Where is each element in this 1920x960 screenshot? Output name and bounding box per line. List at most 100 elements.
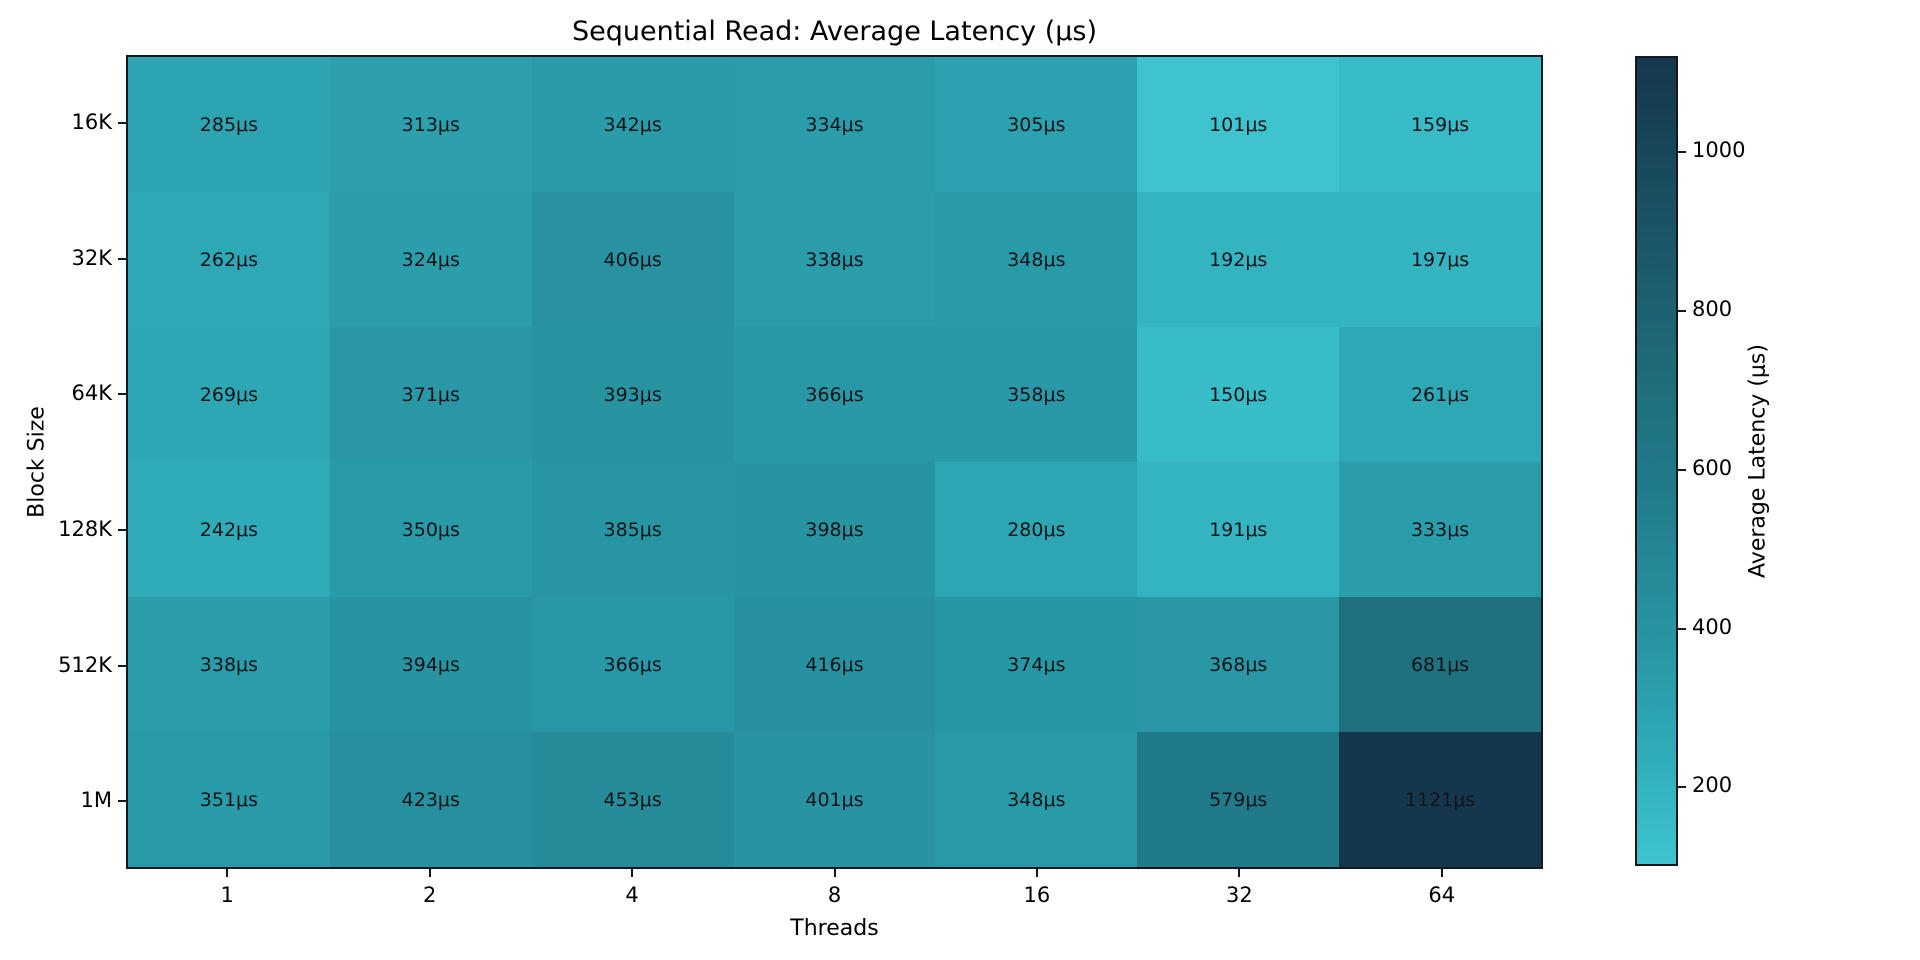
colorbar-tick-label: 200 (1692, 773, 1733, 798)
cell-value-label: 348μs (1007, 788, 1066, 811)
heatmap-cell: 374μs (935, 597, 1138, 732)
colorbar-tick-mark (1678, 468, 1686, 471)
cell-value-label: 150μs (1209, 383, 1268, 406)
heatmap-cell: 398μs (733, 462, 936, 597)
heatmap-cell: 394μs (329, 597, 532, 732)
cell-value-label: 197μs (1410, 248, 1470, 271)
cell-value-label: 385μs (603, 518, 662, 541)
heatmap-cell: 406μs (531, 192, 734, 327)
cell-value-label: 394μs (401, 653, 460, 676)
heatmap-cell: 681μs (1339, 597, 1541, 732)
x-tick-label: 2 (422, 883, 437, 907)
heatmap-cell: 579μs (1137, 732, 1340, 867)
heatmap-cell: 348μs (935, 192, 1138, 327)
x-axis-title: Threads (790, 916, 879, 941)
heatmap-cell: 313μs (329, 57, 532, 192)
heatmap-cell: 348μs (935, 732, 1138, 867)
cell-value-label: 351μs (199, 788, 259, 811)
colorbar-tick-label: 1000 (1692, 138, 1746, 163)
heatmap-cell: 269μs (128, 327, 330, 462)
cell-value-label: 453μs (603, 788, 662, 811)
x-tick-label: 64 (1428, 883, 1456, 907)
y-tick-label: 128K (58, 516, 112, 541)
cell-value-label: 242μs (199, 518, 259, 541)
heatmap-cell: 324μs (329, 192, 532, 327)
cell-value-label: 374μs (1007, 653, 1066, 676)
heatmap-cell: 333μs (1339, 462, 1541, 597)
heatmap-cell: 197μs (1339, 192, 1541, 327)
x-tick-mark (1238, 869, 1241, 877)
heatmap-cell: 280μs (935, 462, 1138, 597)
heatmap-cell: 393μs (531, 327, 734, 462)
cell-value-label: 366μs (603, 653, 662, 676)
y-tick-label: 64K (71, 381, 113, 406)
heatmap-cell: 191μs (1137, 462, 1340, 597)
cell-value-label: 401μs (805, 788, 864, 811)
cell-value-label: 368μs (1209, 653, 1268, 676)
colorbar (1635, 56, 1678, 866)
heatmap-cell: 423μs (329, 732, 532, 867)
cell-value-label: 348μs (1007, 248, 1066, 271)
heatmap-grid: 285μs 313μs 342μs 334μs 305μs 101μs 159μs 262μs… (128, 57, 1541, 867)
cell-value-label: 192μs (1209, 248, 1268, 271)
heatmap-cell: 159μs (1339, 57, 1541, 192)
heatmap-cell: 242μs (128, 462, 330, 597)
x-tick-label: 16 (1023, 883, 1051, 907)
heatmap-cell: 453μs (531, 732, 734, 867)
cell-value-label: 262μs (199, 248, 259, 271)
cell-value-label: 416μs (805, 653, 864, 676)
colorbar-tick-label: 800 (1692, 296, 1733, 321)
y-tick-label: 32K (71, 245, 113, 270)
x-tick-mark (226, 869, 229, 877)
heatmap-cell: 334μs (733, 57, 936, 192)
heatmap-cell: 350μs (329, 462, 532, 597)
colorbar-tick-mark (1678, 151, 1686, 154)
heatmap-cell: 285μs (128, 57, 330, 192)
x-tick-mark (833, 869, 836, 877)
y-tick-mark (118, 121, 126, 124)
cell-value-label: 681μs (1410, 653, 1470, 676)
x-tick-mark (428, 869, 431, 877)
y-tick-mark (118, 664, 126, 667)
heatmap-axes: 285μs 313μs 342μs 334μs 305μs 101μs 159μs 262μs… (126, 55, 1543, 869)
heatmap-cell: 262μs (128, 192, 330, 327)
heatmap-cell: 1121μs (1339, 732, 1541, 867)
cell-value-label: 305μs (1007, 113, 1066, 136)
heatmap-cell: 261μs (1339, 327, 1541, 462)
cell-value-label: 423μs (401, 788, 460, 811)
chart-title: Sequential Read: Average Latency (μs) (571, 16, 1098, 47)
cell-value-label: 406μs (603, 248, 662, 271)
x-tick-label: 1 (220, 883, 234, 907)
cell-value-label: 342μs (603, 113, 662, 136)
cell-value-label: 191μs (1209, 518, 1268, 541)
heatmap-cell: 385μs (531, 462, 734, 597)
cell-value-label: 393μs (603, 383, 662, 406)
heatmap-cell: 371μs (329, 327, 532, 462)
y-tick-mark (118, 800, 126, 803)
y-tick-label: 1M (80, 788, 112, 813)
cell-value-label: 398μs (805, 518, 864, 541)
heatmap-cell: 342μs (531, 57, 734, 192)
heatmap-cell: 401μs (733, 732, 936, 867)
heatmap-cell: 358μs (935, 327, 1138, 462)
x-tick-mark (1440, 869, 1443, 877)
y-tick-label: 512K (58, 652, 112, 677)
cell-value-label: 324μs (401, 248, 460, 271)
cell-value-label: 261μs (1410, 383, 1470, 406)
colorbar-tick-mark (1678, 786, 1686, 789)
cell-value-label: 1121μs (1404, 788, 1476, 811)
y-axis-title: Block Size (24, 406, 50, 518)
cell-value-label: 350μs (401, 518, 460, 541)
heatmap-cell: 101μs (1137, 57, 1340, 192)
cell-value-label: 579μs (1209, 788, 1268, 811)
colorbar-tick-label: 600 (1692, 455, 1733, 480)
heatmap-cell: 338μs (128, 597, 330, 732)
heatmap-cell: 338μs (733, 192, 936, 327)
heatmap-cell: 366μs (733, 327, 936, 462)
x-tick-label: 8 (827, 883, 842, 907)
colorbar-tick-mark (1678, 627, 1686, 630)
cell-value-label: 371μs (401, 383, 460, 406)
y-tick-mark (118, 257, 126, 260)
colorbar-title: Average Latency (μs) (1745, 344, 1771, 578)
